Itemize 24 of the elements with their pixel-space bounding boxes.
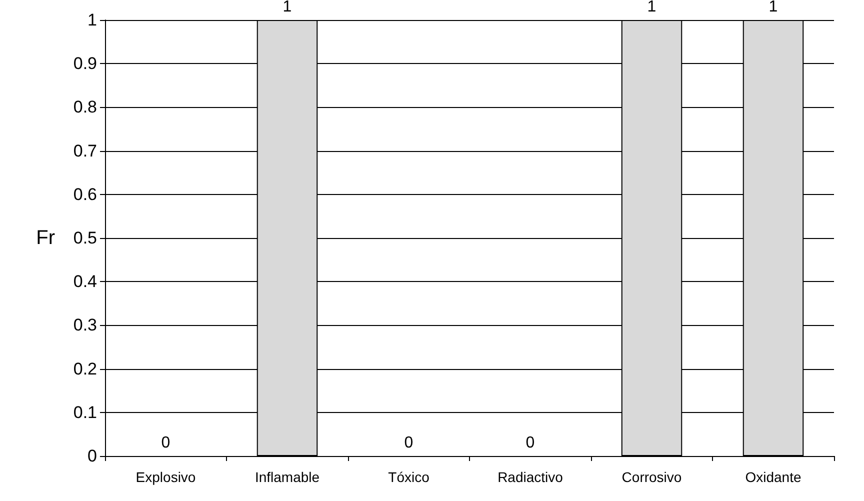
y-tick-label: 0.7 (73, 141, 97, 160)
x-tick-label: Tóxico (388, 469, 430, 485)
data-label: 1 (768, 0, 778, 16)
x-tick-label: Corrosivo (622, 469, 682, 485)
y-tick-label: 0.8 (73, 98, 97, 117)
y-tick-label: 0.4 (73, 272, 97, 292)
y-axis-title: Fr (36, 227, 56, 249)
y-tick-label: 0.2 (73, 359, 97, 378)
y-tick-label: 0.5 (73, 228, 97, 248)
y-tick-label: 0.3 (73, 316, 97, 335)
y-tick-label: 0.6 (73, 184, 97, 204)
x-tick-label: Inflamable (254, 469, 320, 485)
y-tick-label: 0 (88, 446, 97, 466)
x-tick-label: Explosivo (136, 469, 196, 485)
y-tick-label: 0.9 (73, 54, 97, 74)
x-tick-label: Oxidante (745, 469, 802, 485)
y-tick-label: 1 (88, 10, 97, 30)
x-tick-label: Radiactivo (498, 469, 564, 485)
data-label: 0 (161, 434, 170, 452)
y-tick-label: 0.1 (73, 402, 97, 422)
data-label: 1 (282, 0, 292, 16)
data-label: 1 (647, 0, 656, 16)
data-label: 0 (526, 434, 535, 452)
data-label: 0 (404, 434, 414, 452)
